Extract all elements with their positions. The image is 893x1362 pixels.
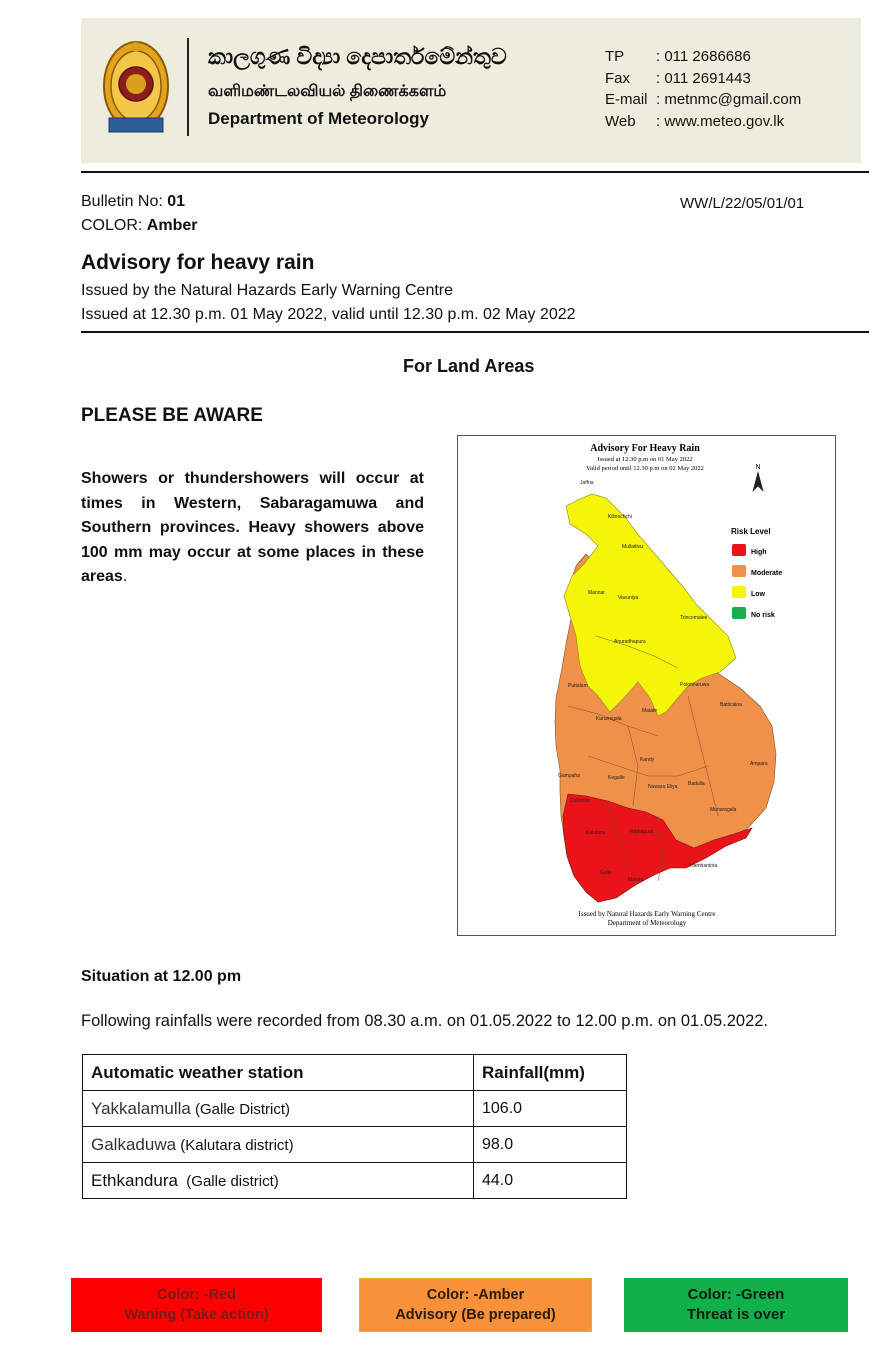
station-name: Ethkandura — [91, 1170, 178, 1190]
contact-web: Web: www.meteo.gov.lk — [605, 112, 785, 130]
district-boundaries — [567, 635, 719, 882]
island-high — [562, 793, 753, 903]
north-arrow-icon: N — [752, 464, 764, 492]
district-label: Hambantota — [690, 863, 717, 869]
map-legend: Risk Level High Moderate Low No risk — [731, 527, 782, 619]
contact-block: TP: 011 2686686 Fax: 011 2691443 E-mail:… — [605, 46, 801, 132]
island-low — [563, 493, 737, 717]
district-label: Kalutara — [586, 830, 605, 836]
district-label: Ratnapura — [630, 829, 654, 835]
district-label: Vavuniya — [618, 595, 638, 601]
district-label: Kegalle — [608, 775, 625, 781]
contact-fax: Fax: 011 2691443 — [605, 69, 751, 87]
contact-email: E-mail: metnmc@gmail.com — [605, 91, 802, 108]
district-label: Jaffna — [580, 480, 594, 486]
table-row: Galkaduwa (Kalutara district) 98.0 — [82, 1126, 627, 1163]
svg-text:High: High — [751, 549, 767, 556]
district-label: Mullaitivu — [622, 544, 643, 550]
station-district: (Kalutara district) — [176, 1136, 294, 1154]
station-name: Yakkalamulla — [91, 1098, 191, 1118]
contact-tp: TP: 011 2686686 — [605, 48, 751, 65]
table-row: Yakkalamulla (Galle District) 106.0 — [82, 1090, 627, 1127]
district-label: Matara — [628, 877, 644, 883]
district-label: Monaragala — [710, 807, 737, 813]
svg-text:Moderate: Moderate — [751, 570, 782, 577]
district-label: Mannar — [588, 590, 605, 596]
district-label: Kilinochchi — [608, 514, 632, 520]
district-label: Nuwara Eliya — [648, 784, 678, 790]
header-divider — [187, 38, 189, 136]
header-station: Automatic weather station — [82, 1054, 474, 1091]
district-label: Trincomalee — [680, 615, 708, 621]
dept-name-english: Department of Meteorology — [208, 109, 430, 128]
rainfall-table: Automatic weather station Rainfall(mm) Y… — [82, 1054, 627, 1199]
map-valid: Valid period until 12.30 p.m on 02 May 2… — [586, 465, 704, 472]
legend-amber: Color: -Amber Advisory (Be prepared) — [359, 1278, 592, 1332]
situation-text: Following rainfalls were recorded from 0… — [81, 1012, 769, 1030]
legend-swatch-moderate — [732, 565, 746, 577]
district-label: Kurunegala — [596, 716, 622, 722]
letterhead — [81, 18, 861, 163]
svg-text:No risk: No risk — [751, 612, 775, 619]
station-name: Galkaduwa — [91, 1134, 177, 1154]
mid-rule — [81, 331, 869, 333]
station-district: (Galle district) — [177, 1172, 279, 1190]
bulletin-reference: WW/L/22/05/01/01 — [680, 195, 805, 212]
aware-paragraph: Showers or thundershowers will occur at … — [81, 470, 424, 585]
map-footer-issuer: Issued by Natural Hazards Early Warning … — [579, 910, 716, 918]
district-label: Batticaloa — [720, 702, 742, 708]
rainfall-value: 98.0 — [473, 1126, 627, 1163]
header-rainfall: Rainfall(mm) — [473, 1054, 627, 1091]
emblem-icon — [101, 38, 171, 136]
station-district: (Galle District) — [190, 1100, 291, 1118]
issued-at: Issued at 12.30 p.m. 01 May 2022, valid … — [81, 306, 576, 323]
table-header-row: Automatic weather station Rainfall(mm) — [82, 1054, 627, 1091]
section-title: For Land Areas — [403, 356, 535, 376]
legend-swatch-high — [732, 544, 746, 556]
advisory-title: Advisory for heavy rain — [81, 251, 315, 274]
svg-text:N: N — [755, 464, 760, 471]
bulletin-number: Bulletin No: 01 — [81, 193, 186, 210]
district-label: Badulla — [688, 781, 705, 787]
legend-swatch-low — [732, 586, 746, 598]
district-label: Matale — [642, 708, 657, 714]
legend-red: Color: -Red Waning (Take action) — [71, 1278, 322, 1332]
issued-by: Issued by the Natural Hazards Early Warn… — [81, 282, 454, 299]
district-label: Anuradhapura — [614, 639, 646, 645]
district-label: Galle — [600, 870, 612, 876]
map-title: Advisory For Heavy Rain — [590, 443, 700, 454]
dept-name-sinhala: කාලගුණ විද්‍යා දෙපාර්තමේන්තුව — [208, 44, 507, 69]
svg-text:Low: Low — [751, 591, 766, 598]
district-label: Polonnaruwa — [680, 682, 709, 688]
top-rule — [81, 171, 869, 173]
legend-green: Color: -Green Threat is over — [624, 1278, 848, 1332]
legend-swatch-no-risk — [732, 607, 746, 619]
rainfall-value: 44.0 — [473, 1162, 627, 1199]
table-row: Ethkandura (Galle district) 44.0 — [82, 1162, 627, 1199]
dept-name-tamil: வளிமண்டலவியல் திணைக்களம் — [208, 83, 447, 100]
map-issued: Issued at 12.30 p.m on 01 May 2022 — [597, 456, 692, 463]
risk-map: Advisory For Heavy Rain Issued at 12.30 … — [457, 435, 836, 936]
bulletin-color: COLOR: Amber — [81, 217, 198, 234]
district-label: Puttalam — [568, 683, 588, 689]
district-label: Ampara — [750, 761, 768, 767]
district-label: Colombo — [570, 798, 590, 804]
rainfall-value: 106.0 — [473, 1090, 627, 1127]
svg-text:Risk Level: Risk Level — [731, 527, 771, 536]
aware-title: PLEASE BE AWARE — [81, 405, 263, 426]
situation-title: Situation at 12.00 pm — [81, 968, 242, 985]
district-label: Kandy — [640, 757, 655, 763]
map-footer-dept: Department of Meteorology — [608, 919, 687, 927]
district-label: Gampaha — [558, 773, 580, 779]
